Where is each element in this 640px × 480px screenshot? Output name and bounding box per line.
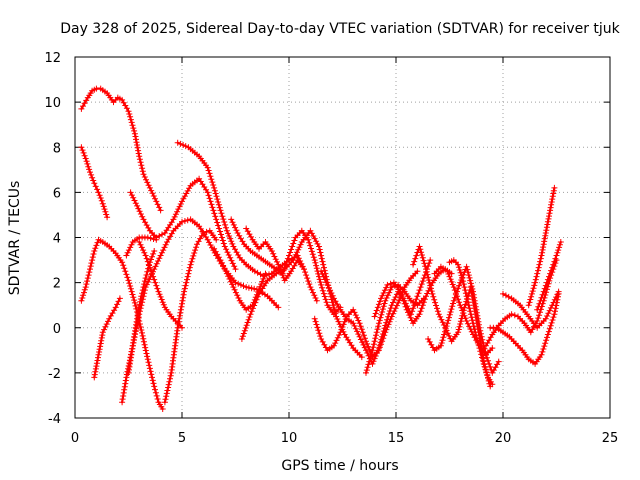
- y-tick-label: 8: [53, 141, 61, 156]
- series-line: [484, 259, 558, 347]
- series-s3: [78, 236, 166, 412]
- series-markers: [500, 288, 562, 331]
- series-markers: [534, 239, 564, 313]
- plot-frame: [74, 56, 611, 419]
- series-markers: [228, 216, 344, 318]
- series-s8: [125, 248, 158, 376]
- series-markers: [78, 85, 164, 214]
- series-markers: [525, 184, 558, 309]
- series-line: [176, 141, 306, 277]
- tick-layer: 0 5 10 15 20 25 -4 -2 0 2 4 6 8 10 12: [44, 51, 618, 446]
- series-s18: [363, 281, 427, 376]
- series-markers: [363, 281, 427, 376]
- series-s13: [228, 216, 344, 318]
- series-s17: [318, 257, 434, 367]
- series-s1: [78, 85, 164, 214]
- series-s27: [525, 184, 558, 309]
- y-tick-label: 6: [53, 186, 61, 201]
- series-markers: [125, 248, 158, 376]
- series-markers: [127, 175, 239, 273]
- y-tick-label: -2: [48, 367, 61, 382]
- series-s20: [410, 243, 494, 390]
- x-tick-label: 15: [388, 431, 405, 446]
- series-markers: [318, 257, 434, 367]
- x-tick-label: 5: [178, 431, 186, 446]
- series-s4: [91, 295, 123, 381]
- series-s2: [78, 144, 111, 221]
- series-s28: [534, 239, 564, 313]
- x-tick-label: 25: [602, 431, 619, 446]
- series-markers: [161, 227, 220, 406]
- series-markers: [174, 139, 307, 279]
- series-markers: [243, 225, 320, 304]
- x-tick-label: 10: [281, 431, 298, 446]
- y-tick-label: 0: [53, 322, 61, 337]
- series-s24: [487, 290, 562, 367]
- grid-layer: [75, 57, 610, 418]
- y-tick-label: 12: [44, 51, 61, 66]
- series-line: [80, 87, 162, 212]
- series-markers: [91, 295, 123, 381]
- series-s25: [482, 257, 560, 349]
- series-markers: [410, 243, 494, 390]
- series-markers: [136, 239, 185, 331]
- series-markers: [482, 257, 560, 349]
- chart-title: Day 328 of 2025, Sidereal Day-to-day VTE…: [60, 21, 620, 37]
- series-markers: [78, 236, 166, 412]
- y-tick-label: -4: [48, 412, 61, 427]
- series-s23: [446, 257, 496, 388]
- y-tick-label: 2: [53, 277, 61, 292]
- series-layer: [78, 85, 564, 412]
- y-tick-label: 10: [44, 96, 61, 111]
- series-s7: [123, 234, 160, 259]
- series-markers: [78, 144, 111, 221]
- series-s15: [243, 225, 320, 304]
- series-s6: [127, 175, 239, 273]
- series-s26: [500, 288, 562, 331]
- x-axis-label: GPS time / hours: [281, 458, 398, 474]
- x-tick-label: 20: [495, 431, 512, 446]
- y-tick-label: 4: [53, 232, 61, 247]
- series-markers: [123, 234, 160, 259]
- series-line: [412, 245, 492, 388]
- series-s10: [161, 227, 220, 406]
- x-tick-label: 0: [71, 431, 79, 446]
- y-axis-label: SDTVAR / TECUs: [7, 181, 23, 296]
- series-markers: [446, 257, 496, 388]
- series-markers: [487, 290, 562, 367]
